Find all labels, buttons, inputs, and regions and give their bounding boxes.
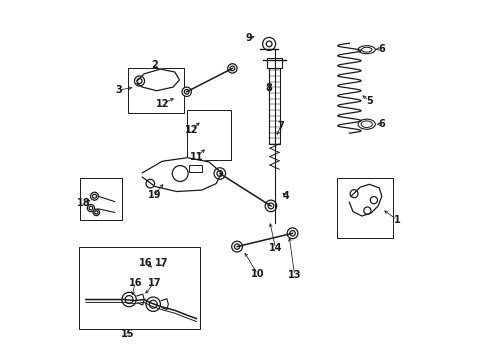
- Text: 6: 6: [378, 119, 385, 129]
- Text: 3: 3: [116, 85, 122, 95]
- Circle shape: [93, 209, 99, 216]
- Circle shape: [364, 207, 371, 214]
- Bar: [128, 68, 184, 113]
- Circle shape: [146, 297, 160, 311]
- Text: 5: 5: [366, 96, 372, 106]
- Text: 7: 7: [278, 121, 284, 131]
- Text: 9: 9: [245, 33, 252, 43]
- Text: 17: 17: [147, 278, 161, 288]
- Circle shape: [230, 66, 235, 71]
- Ellipse shape: [358, 119, 375, 129]
- Polygon shape: [143, 158, 221, 192]
- Text: 19: 19: [147, 190, 161, 200]
- Circle shape: [263, 37, 275, 50]
- Circle shape: [265, 200, 277, 212]
- Circle shape: [350, 190, 358, 198]
- Bar: [267, 58, 282, 68]
- Text: 16: 16: [139, 258, 153, 268]
- Circle shape: [134, 76, 145, 86]
- Circle shape: [146, 179, 155, 188]
- Text: 11: 11: [190, 152, 203, 162]
- Text: 12: 12: [156, 99, 170, 109]
- Bar: [187, 110, 231, 160]
- Circle shape: [125, 296, 133, 303]
- Circle shape: [122, 292, 136, 307]
- Text: 1: 1: [393, 215, 400, 225]
- Polygon shape: [137, 69, 179, 91]
- Text: 6: 6: [378, 44, 385, 54]
- Bar: [337, 178, 392, 238]
- Text: 10: 10: [251, 269, 264, 279]
- Circle shape: [89, 206, 93, 210]
- Bar: [80, 178, 122, 220]
- Circle shape: [93, 194, 97, 198]
- Bar: [189, 165, 201, 172]
- Circle shape: [370, 197, 377, 204]
- Bar: [269, 65, 280, 144]
- Circle shape: [266, 41, 272, 47]
- Text: 18: 18: [77, 198, 91, 208]
- Text: 12: 12: [185, 125, 198, 135]
- Circle shape: [228, 64, 237, 73]
- Circle shape: [184, 90, 189, 94]
- Text: 13: 13: [288, 270, 301, 280]
- Ellipse shape: [362, 47, 372, 52]
- Text: 17: 17: [155, 258, 168, 268]
- Text: 14: 14: [269, 243, 282, 253]
- Circle shape: [268, 203, 274, 209]
- Circle shape: [172, 166, 188, 181]
- Circle shape: [290, 231, 295, 236]
- Circle shape: [182, 87, 192, 96]
- Circle shape: [214, 168, 225, 179]
- Circle shape: [234, 244, 240, 249]
- Circle shape: [91, 192, 98, 200]
- Circle shape: [232, 241, 243, 252]
- Ellipse shape: [361, 121, 372, 127]
- Text: 15: 15: [121, 329, 135, 339]
- Circle shape: [95, 211, 98, 214]
- Bar: [79, 247, 200, 329]
- Circle shape: [137, 78, 142, 84]
- Text: 8: 8: [265, 83, 272, 93]
- Circle shape: [87, 204, 95, 212]
- Ellipse shape: [358, 46, 375, 54]
- Text: 2: 2: [151, 60, 158, 70]
- Text: 16: 16: [128, 278, 142, 288]
- Circle shape: [217, 171, 222, 176]
- Polygon shape: [349, 184, 382, 216]
- Circle shape: [149, 300, 157, 308]
- Circle shape: [287, 228, 298, 239]
- Text: 4: 4: [283, 191, 290, 201]
